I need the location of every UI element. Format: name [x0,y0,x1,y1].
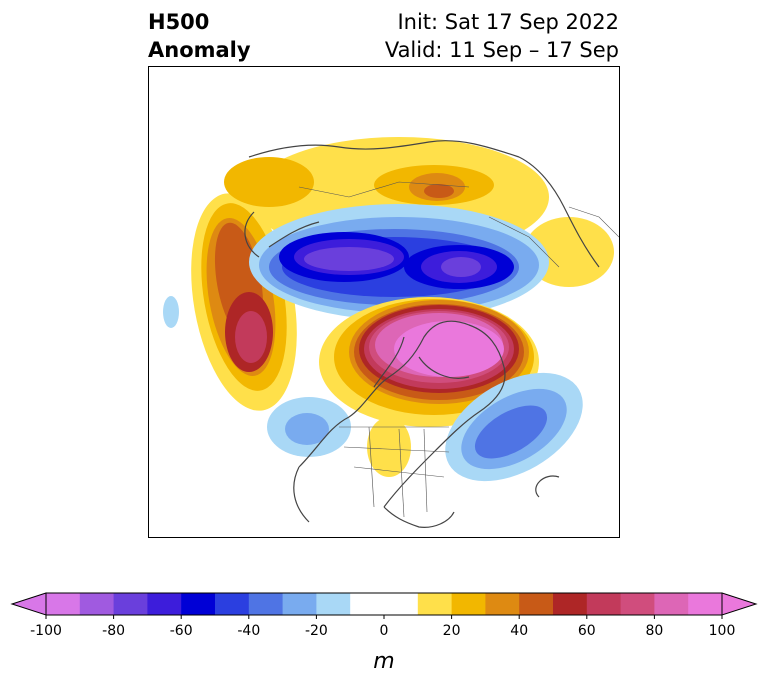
colorbar-tick-label: -60 [170,623,193,639]
colorbar-segment [282,593,317,615]
colorbar-segment [586,593,622,615]
colorbar-tick-label: -40 [237,623,260,639]
colorbar-extend-low-triangle [10,592,47,616]
colorbar-tick-label: 20 [443,623,461,639]
colorbar-segment [688,593,723,615]
colorbar-segment [654,593,689,615]
colorbar-segment [46,593,81,615]
colorbar: -100 -80 -60 -40 -20 0 20 40 60 80 100 m [10,592,758,674]
colorbar-segment [79,593,115,615]
colorbar-segment [248,593,284,615]
colorbar-tick-label: -80 [102,623,125,639]
coastlines [244,140,600,528]
colorbar-unit-label: m [373,649,394,674]
colorbar-segment [215,593,250,615]
colorbar-segment [620,593,655,615]
colorbar-tick-label: -20 [305,623,328,639]
colorbar-tick-label: 100 [709,623,736,639]
init-date-label: Init: Sat 17 Sep 2022 [397,10,619,34]
colorbar-segment [113,593,148,615]
colorbar-segment [519,593,554,615]
colorbar-tick-label: 0 [380,623,389,639]
colorbar-extend-high-triangle [721,592,758,616]
positive-anomaly-arctic [319,297,539,427]
colorbar-segment [316,593,351,615]
valid-range-label: Valid: 11 Sep – 17 Sep [384,38,619,62]
colorbar-tick-label: 40 [510,623,528,639]
title-line-1: H500 [148,10,210,34]
colorbar-segment [350,593,385,615]
colorbar-segment [485,593,520,615]
anomaly-map [148,66,620,538]
map-canvas [163,137,619,528]
negative-anomaly-west-na [267,397,351,457]
colorbar-segment [417,593,453,615]
colorbar-segments [46,593,723,615]
colorbar-segment [181,593,216,615]
colorbar-segment [553,593,588,615]
colorbar-segment [451,593,486,615]
negative-anomaly-west-edge [163,296,179,328]
colorbar-segment [384,593,419,615]
title-line-2: Anomaly [148,38,251,62]
colorbar-tick-label: 60 [578,623,596,639]
date-info: Init: Sat 17 Sep 2022 Valid: 11 Sep – 17… [385,8,619,64]
positive-anomaly-central-us [367,417,411,477]
colorbar-segment [147,593,182,615]
colorbar-tick-label: 80 [645,623,663,639]
country-borders [298,181,619,518]
map-title: H500 Anomaly [148,8,251,64]
colorbar-tick-label: -100 [30,623,62,639]
colorbar-ticks: -100 -80 -60 -40 -20 0 20 40 60 80 100 [30,615,735,639]
negative-anomaly-band [249,204,549,320]
negative-anomaly-atlantic [445,372,583,482]
